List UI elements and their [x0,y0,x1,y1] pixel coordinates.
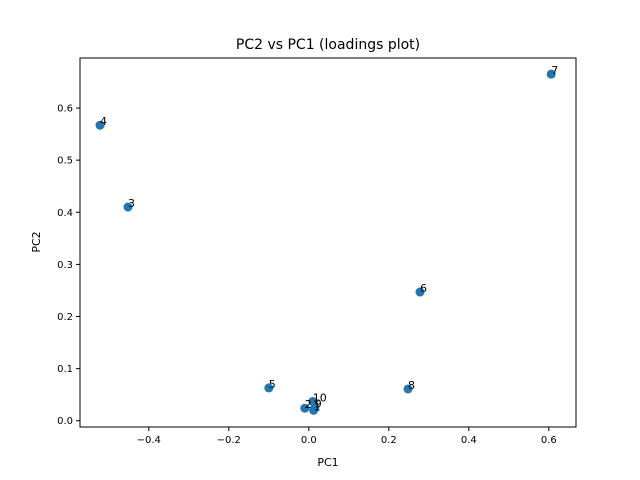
point-label: 8 [408,379,415,392]
y-tick-label: 0.6 [57,104,73,115]
scatter-point [264,383,274,393]
axis-ticks: −0.4 −0.2 0.0 0.2 0.4 0.6 0.0 0.1 0.2 0.3 0.4 0.5 0.… [57,104,557,446]
point-labels: 12 3 4 5 6 7 8 910 [100,64,558,413]
scatter-point [403,384,413,394]
y-tick-label: 0.3 [57,260,73,271]
x-tick-label: −0.4 [137,435,161,446]
point-label: 5 [269,378,276,391]
scatter-point [415,287,425,297]
plot-frame [79,57,577,428]
data-points [95,69,556,415]
x-tick-label: 0.0 [301,435,317,446]
point-label: 9 [315,398,322,411]
scatter-point [95,120,105,130]
x-axis-label: PC1 [317,456,338,469]
y-tick-label: 0.2 [57,312,73,323]
y-tick-label: 0.5 [57,156,73,167]
point-label: 7 [551,64,558,77]
x-tick-label: 0.2 [381,435,397,446]
chart-title: PC2 vs PC1 (loadings plot) [236,37,420,53]
y-tick-label: 0.1 [57,364,73,375]
x-tick-label: −0.2 [217,435,241,446]
x-tick-label: 0.4 [461,435,477,446]
scatter-point [123,202,133,212]
y-axis-label: PC2 [30,231,43,252]
point-label: 1 [314,400,321,413]
y-tick-label: 0.0 [57,416,73,427]
y-tick-label: 0.4 [57,208,73,219]
point-label: 3 [128,197,135,210]
scatter-point [308,396,318,406]
point-label: 10 [313,391,327,404]
scatter-point [546,69,556,79]
point-label: 6 [420,282,427,295]
x-tick-label: 0.6 [541,435,557,446]
point-label: 2 [305,398,312,411]
point-label: 4 [100,115,107,128]
scatter-point [300,403,310,413]
